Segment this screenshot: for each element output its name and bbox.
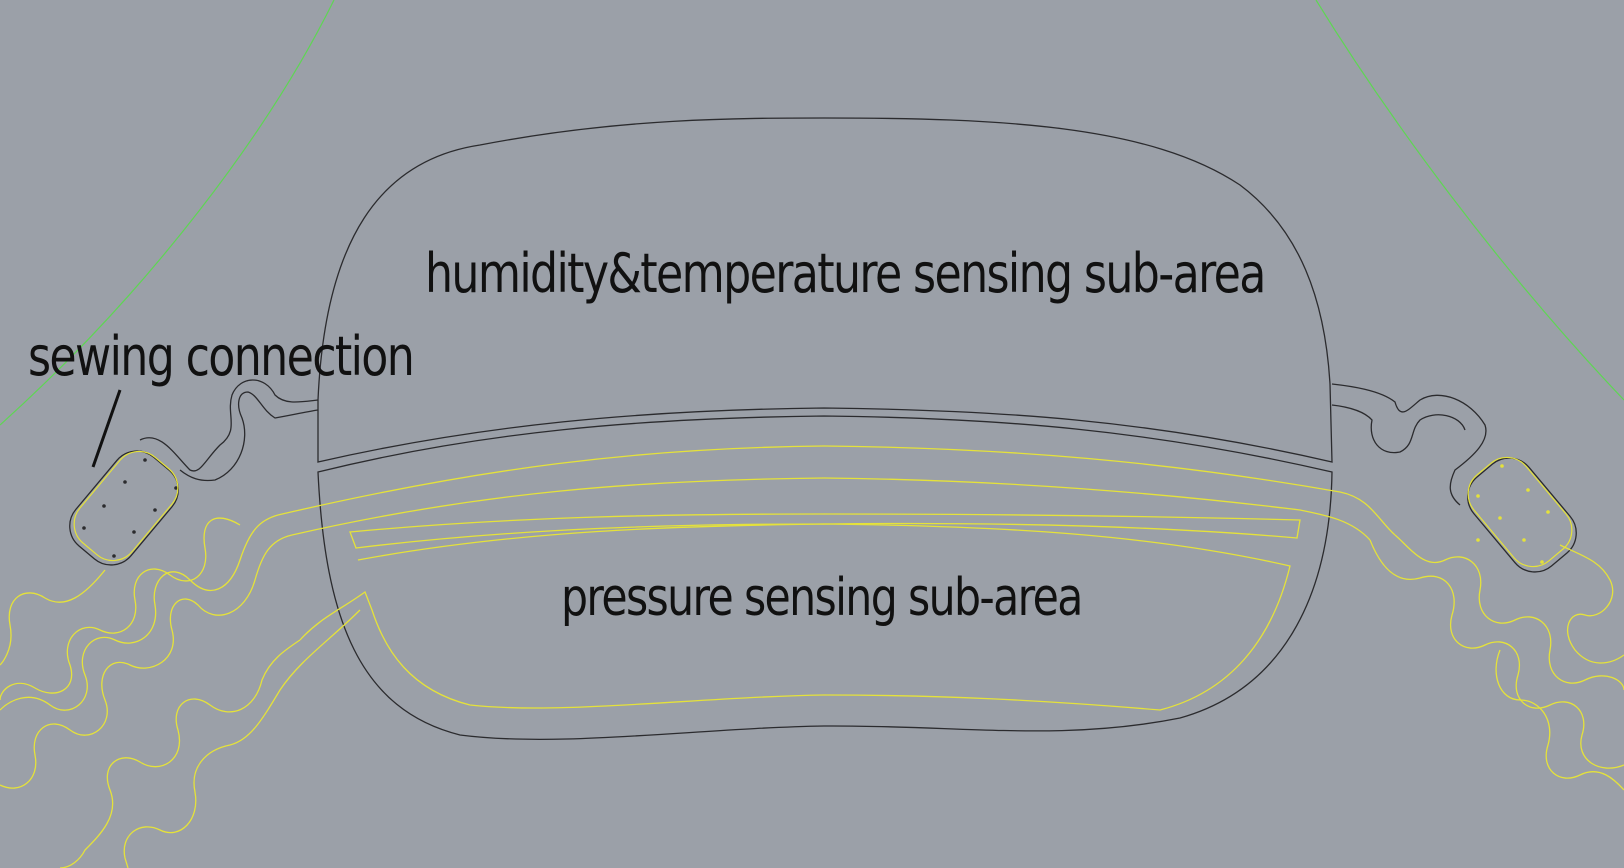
left-meander-2 <box>0 534 293 789</box>
outline-shapes <box>69 117 1577 741</box>
left-connector-inner <box>179 391 319 482</box>
left-meander-3 <box>59 639 301 868</box>
pad-trace-outlines <box>73 450 1573 568</box>
pressure-trace-inner <box>299 523 1291 711</box>
left-meander-6 <box>123 609 361 868</box>
guide-curve-left <box>0 0 335 426</box>
pressure-trace-outer <box>349 513 1301 549</box>
right-sensor-pad <box>1467 457 1577 573</box>
pressure-region-outline <box>317 415 1333 741</box>
right-connector-inner <box>1331 404 1466 454</box>
left-meander-5 <box>0 569 106 666</box>
trace-band-top <box>277 445 1396 536</box>
left-pad-trace <box>73 450 179 562</box>
left-connector-outline <box>139 379 319 472</box>
sewing-connection-label: sewing connection <box>28 325 415 388</box>
right-pad-trace <box>1467 456 1573 568</box>
guide-curve-right <box>1315 0 1624 401</box>
trace-band-bottom <box>291 477 1371 541</box>
left-meander-1 <box>0 514 279 711</box>
yellow-traces <box>0 445 1624 868</box>
humidity-region-outline <box>317 117 1333 463</box>
right-meander-1 <box>1394 534 1624 691</box>
right-meander-3 <box>1559 544 1624 664</box>
right-pad-dots <box>1476 464 1550 564</box>
pressure-label: pressure sensing sub-area <box>561 568 1083 628</box>
left-meander-4 <box>0 517 241 701</box>
left-sensor-pad <box>69 450 179 566</box>
humidity-temperature-label: humidity&temperature sensing sub-area <box>425 242 1266 305</box>
sewing-pointer-line <box>91 389 122 468</box>
left-pad-dots <box>82 458 178 558</box>
right-meander-4 <box>1495 649 1624 791</box>
right-connector-outline <box>1331 383 1487 506</box>
right-meander-2 <box>1369 539 1624 769</box>
guide-curves <box>0 0 1624 426</box>
